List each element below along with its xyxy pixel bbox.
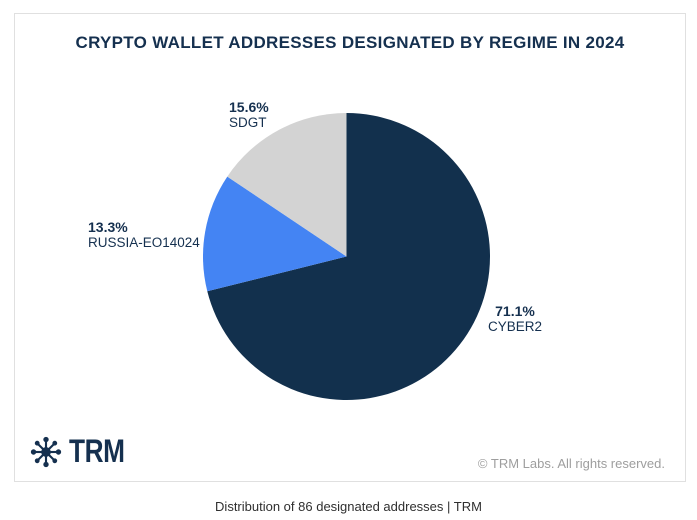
pie-slice-cyber2 <box>207 112 491 401</box>
slice-percent-russia-eo14024: 13.3% <box>88 219 128 235</box>
copyright-text: © TRM Labs. All rights reserved. <box>477 456 665 471</box>
trm-logo: TRM <box>29 433 137 470</box>
slice-label-sdgt: 15.6% SDGT <box>229 99 269 131</box>
figure-caption: Distribution of 86 designated addresses … <box>215 499 482 514</box>
slice-name-cyber2: CYBER2 <box>487 319 543 334</box>
slice-label-russia-eo14024: 13.3% RUSSIA-EO14024 <box>88 219 200 251</box>
pie-chart <box>202 112 491 401</box>
trm-logo-text: TRM <box>69 433 125 469</box>
slice-label-cyber2: 71.1% CYBER2 <box>455 303 575 335</box>
slice-percent-sdgt: 15.6% <box>229 99 269 115</box>
pie-slice-russia-eo14024 <box>202 176 347 292</box>
trm-network-icon <box>30 436 62 467</box>
slice-name-sdgt: SDGT <box>229 115 267 130</box>
chart-title: CRYPTO WALLET ADDRESSES DESIGNATED BY RE… <box>75 33 625 52</box>
chart-card: CRYPTO WALLET ADDRESSES DESIGNATED BY RE… <box>14 13 686 482</box>
slice-percent-cyber2: 71.1% <box>495 303 535 319</box>
slice-name-russia-eo14024: RUSSIA-EO14024 <box>88 235 200 250</box>
pie-slice-sdgt <box>227 112 347 257</box>
